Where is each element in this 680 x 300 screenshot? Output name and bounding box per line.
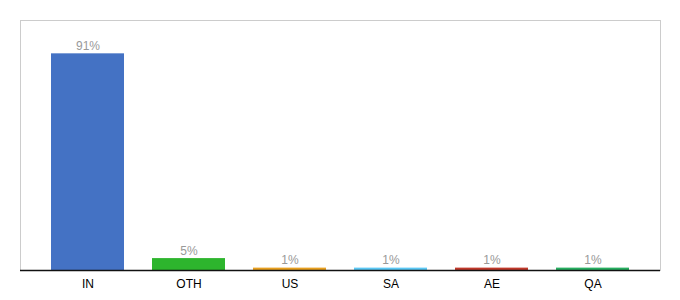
svg-text:SA: SA — [383, 277, 399, 291]
svg-text:US: US — [282, 277, 299, 291]
svg-text:91%: 91% — [76, 39, 100, 53]
svg-text:IN: IN — [82, 277, 94, 291]
svg-text:1%: 1% — [483, 253, 501, 267]
svg-text:5%: 5% — [180, 244, 198, 258]
svg-text:1%: 1% — [584, 253, 602, 267]
svg-text:AE: AE — [484, 277, 500, 291]
svg-text:1%: 1% — [281, 253, 299, 267]
svg-text:OTH: OTH — [176, 277, 201, 291]
svg-text:QA: QA — [584, 277, 601, 291]
svg-text:1%: 1% — [382, 253, 400, 267]
